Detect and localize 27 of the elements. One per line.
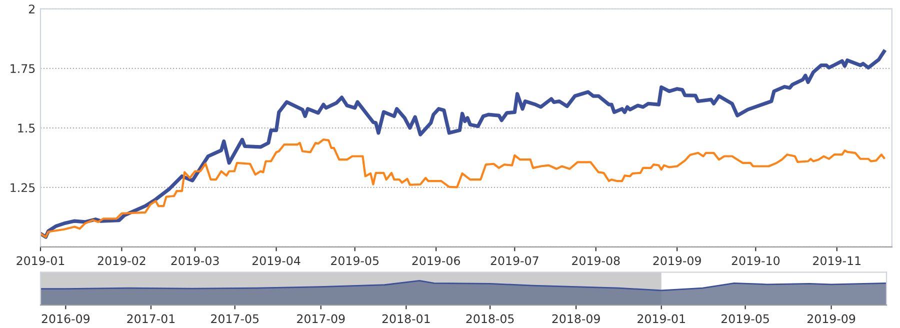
y-tick-label: 1.75 bbox=[10, 64, 35, 74]
y-tick-label: 2 bbox=[28, 4, 34, 14]
x-tick-label: 2018-01 bbox=[382, 314, 430, 324]
x-tick-label: 2019-09 bbox=[807, 314, 856, 324]
x-tick-label: 2019-05 bbox=[331, 256, 378, 266]
x-tick-label: 2016-09 bbox=[42, 314, 90, 324]
x-tick-label: 2017-01 bbox=[127, 314, 175, 324]
x-tick-label: 2017-09 bbox=[297, 314, 345, 324]
line-series bbox=[40, 50, 886, 239]
line-series bbox=[40, 138, 886, 238]
x-tick-label: 2019-04 bbox=[252, 256, 300, 266]
x-tick-label: 2019-01 bbox=[16, 256, 64, 266]
x-tick-label: 2019-09 bbox=[653, 256, 701, 266]
y-tick-label: 1.5 bbox=[18, 124, 35, 133]
x-tick-label: 2019-03 bbox=[171, 256, 219, 266]
x-tick-label: 2019-10 bbox=[732, 256, 780, 266]
x-tick-label: 2018-09 bbox=[552, 314, 600, 324]
x-tick-label: 2019-06 bbox=[412, 256, 460, 266]
x-tick-label: 2017-05 bbox=[211, 314, 258, 324]
x-tick-label: 2019-07 bbox=[490, 256, 538, 266]
x-tick-label: 2018-05 bbox=[466, 314, 514, 324]
x-tick-label: 2019-01 bbox=[638, 314, 685, 324]
y-tick-label: 1.25 bbox=[10, 183, 35, 192]
x-tick-label: 2019-11 bbox=[813, 256, 860, 266]
x-tick-label: 2019-08 bbox=[572, 256, 620, 266]
x-tick-label: 2019-02 bbox=[98, 256, 146, 266]
x-tick-label: 2019-05 bbox=[721, 314, 769, 324]
